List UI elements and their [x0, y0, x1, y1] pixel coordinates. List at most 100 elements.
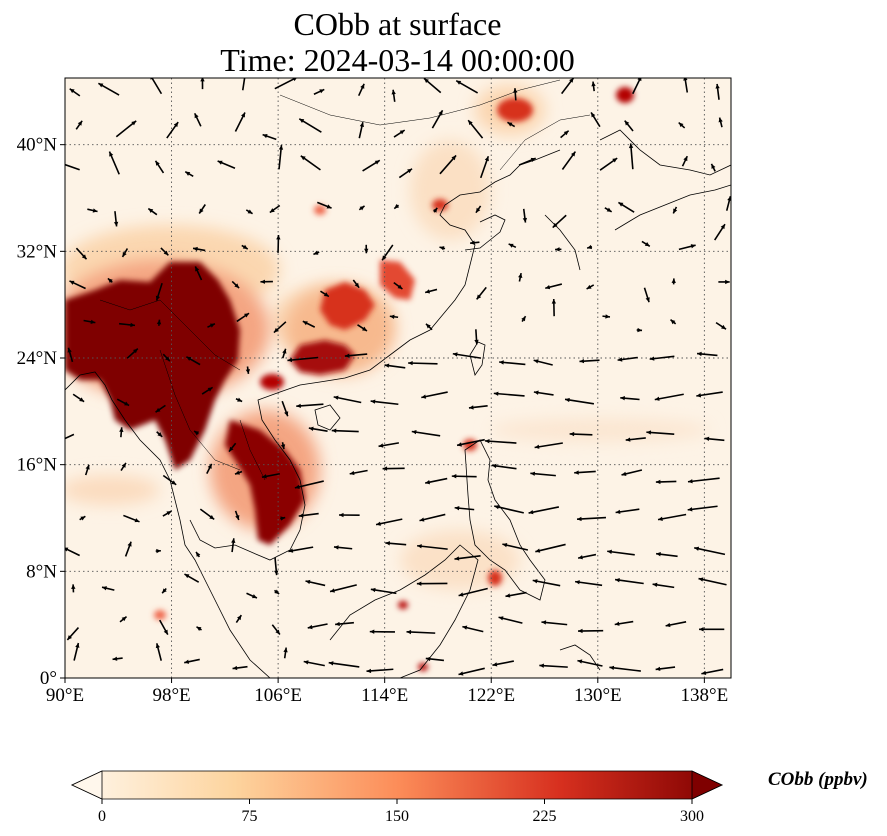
wind-arrow	[714, 223, 726, 241]
colorbar-tick-label: 75	[242, 808, 258, 825]
wind-arrow	[710, 163, 716, 172]
wind-arrow	[551, 299, 557, 317]
wind-arrow	[287, 356, 319, 363]
wind-arrow	[681, 155, 688, 167]
wind-arrow	[333, 395, 362, 404]
wind-arrow	[470, 240, 480, 245]
wind-arrow	[535, 543, 566, 553]
wind-arrow	[115, 120, 137, 138]
wind-arrow	[120, 462, 127, 471]
wind-arrow	[303, 660, 325, 667]
wind-arrow	[184, 658, 200, 664]
wind-arrow	[72, 393, 85, 403]
wind-arrow	[261, 472, 280, 479]
wind-arrow	[579, 358, 600, 364]
wind-arrow	[344, 353, 368, 358]
wind-arrow	[698, 577, 727, 586]
plume-jiangxi	[380, 260, 415, 300]
map-frame	[64, 77, 732, 679]
gridlines	[65, 78, 731, 678]
wind-arrow	[195, 551, 201, 558]
wind-arrow	[518, 272, 523, 282]
wind-arrow	[307, 623, 328, 630]
lat-axis: 0° 8°N 16°N 24°N 32°N 40°N	[17, 135, 65, 689]
wind-arrow	[462, 625, 484, 633]
wind-arrow	[156, 431, 163, 438]
wind-arrow	[160, 247, 169, 256]
wind-arrow	[560, 130, 570, 139]
wind-arrow	[518, 157, 536, 166]
wind-arrow	[298, 512, 319, 518]
wind-arrow	[532, 579, 561, 587]
wind-arrow	[193, 112, 202, 127]
wind-arrow	[262, 133, 277, 141]
wind-arrow	[236, 312, 250, 323]
colorbar-tick-label: 300	[680, 808, 704, 825]
wind-arrow	[207, 322, 216, 328]
coastlines	[65, 129, 731, 678]
wind-arrow	[159, 619, 169, 636]
wind-arrow	[119, 616, 128, 623]
wind-arrow	[156, 319, 162, 326]
wind-arrow	[696, 351, 718, 357]
wind-arrow	[126, 348, 139, 359]
lat-tick-label: 0°	[40, 668, 57, 689]
wind-arrow	[625, 437, 646, 442]
wind-arrow	[288, 546, 314, 553]
wind-arrow	[555, 247, 562, 252]
lat-tick-label: 8°N	[26, 561, 57, 582]
chart-title-line2: Time: 2024-03-14 00:00:00	[220, 42, 575, 78]
wind-arrow	[513, 88, 518, 101]
wind-arrow	[378, 442, 400, 448]
wind-arrow	[119, 427, 124, 438]
wind-arrow	[69, 88, 81, 97]
wind-arrow	[683, 78, 689, 93]
wind-arrow	[193, 430, 200, 436]
wind-arrow	[534, 442, 563, 449]
wind-arrow	[454, 555, 481, 561]
wind-arrow	[492, 660, 514, 667]
wind-arrow	[162, 510, 172, 517]
wind-arrow	[162, 474, 177, 486]
wind-arrow	[65, 163, 80, 171]
lon-tick-label: 122°E	[467, 685, 515, 706]
lat-tick-label: 16°N	[17, 455, 58, 476]
wind-arrow	[590, 112, 601, 128]
wind-arrow	[231, 538, 236, 553]
wind-arrow	[357, 83, 365, 97]
wind-arrow	[699, 627, 725, 632]
wind-arrow	[561, 78, 575, 95]
wind-arrow	[654, 393, 684, 401]
wind-arrow	[678, 244, 696, 251]
wind-arrow	[391, 89, 396, 102]
wind-arrow	[124, 541, 132, 557]
wind-arrow	[294, 480, 324, 489]
wind-arrow	[389, 314, 399, 319]
wind-arrow	[507, 121, 516, 128]
wind-arrow	[617, 201, 635, 213]
wind-arrow	[121, 248, 129, 258]
wind-arrow	[417, 544, 448, 550]
wind-arrow	[494, 504, 524, 514]
wind-arrow	[333, 545, 353, 550]
wind-arrow	[701, 668, 724, 675]
wind-arrow	[123, 514, 140, 523]
wind-arrow	[671, 278, 676, 285]
wind-arrow	[439, 154, 457, 175]
wind-arrow	[67, 347, 74, 363]
lon-tick-label: 106°E	[254, 685, 302, 706]
wind-arrow	[385, 541, 407, 546]
wind-arrow	[305, 579, 326, 587]
wind-arrow	[83, 319, 96, 324]
wind-arrow	[235, 614, 242, 623]
wind-arrow	[458, 667, 485, 676]
wind-arrow	[423, 78, 442, 94]
wind-arrow	[498, 616, 523, 624]
wind-arrow	[241, 244, 249, 250]
wind-arrow	[646, 430, 675, 435]
wind-arrow	[454, 506, 475, 511]
wind-arrow	[234, 510, 240, 521]
wind-arrow	[614, 578, 644, 585]
lat-tick-label: 24°N	[17, 348, 58, 369]
